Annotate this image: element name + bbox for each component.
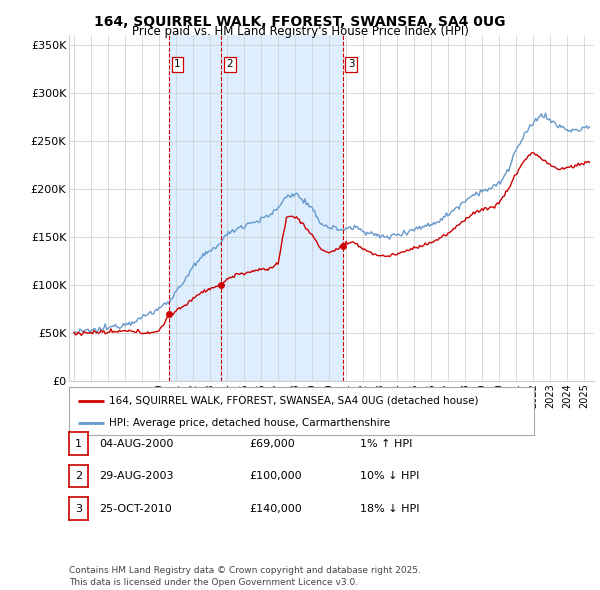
Text: 04-AUG-2000: 04-AUG-2000: [99, 439, 173, 448]
Text: 2: 2: [75, 471, 82, 481]
Text: 1: 1: [75, 439, 82, 448]
Text: HPI: Average price, detached house, Carmarthenshire: HPI: Average price, detached house, Carm…: [109, 418, 389, 428]
Text: Price paid vs. HM Land Registry's House Price Index (HPI): Price paid vs. HM Land Registry's House …: [131, 25, 469, 38]
Bar: [169, 35, 221, 381]
Text: £69,000: £69,000: [249, 439, 295, 448]
Text: £100,000: £100,000: [249, 471, 302, 481]
Text: 2: 2: [226, 59, 233, 69]
Text: Contains HM Land Registry data © Crown copyright and database right 2025.
This d: Contains HM Land Registry data © Crown c…: [69, 566, 421, 587]
Text: 1% ↑ HPI: 1% ↑ HPI: [360, 439, 412, 448]
Text: 18% ↓ HPI: 18% ↓ HPI: [360, 504, 419, 513]
Text: 164, SQUIRREL WALK, FFOREST, SWANSEA, SA4 0UG (detached house): 164, SQUIRREL WALK, FFOREST, SWANSEA, SA…: [109, 395, 478, 405]
Text: 25-OCT-2010: 25-OCT-2010: [99, 504, 172, 513]
Text: 29-AUG-2003: 29-AUG-2003: [99, 471, 173, 481]
Text: 1: 1: [174, 59, 181, 69]
Text: 10% ↓ HPI: 10% ↓ HPI: [360, 471, 419, 481]
Text: 164, SQUIRREL WALK, FFOREST, SWANSEA, SA4 0UG: 164, SQUIRREL WALK, FFOREST, SWANSEA, SA…: [94, 15, 506, 29]
Bar: [221, 35, 343, 381]
Text: £140,000: £140,000: [249, 504, 302, 513]
Text: 3: 3: [75, 504, 82, 513]
Text: 3: 3: [348, 59, 355, 69]
